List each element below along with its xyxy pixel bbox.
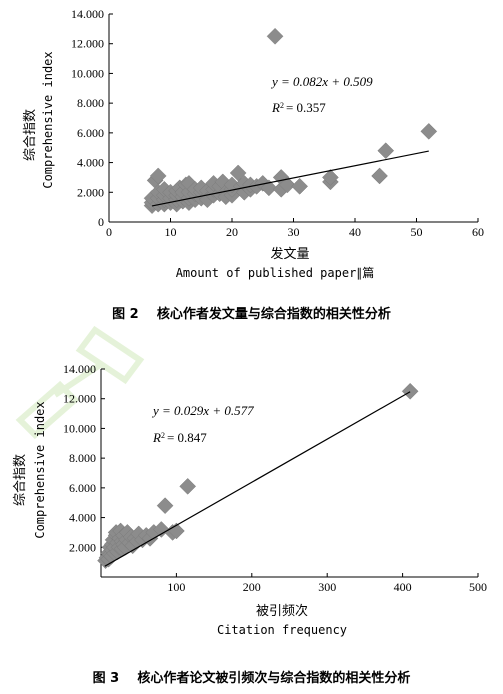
chart1-xlabel-cn: 发文量 bbox=[270, 246, 309, 262]
chart1-ytick-label: 10.000 bbox=[71, 66, 104, 80]
chart2-xtick-label: 200 bbox=[243, 580, 261, 594]
chart1-xtick-label: 0 bbox=[106, 225, 112, 239]
chart2-ytick-label: 12.000 bbox=[63, 392, 96, 406]
chart2-ylabel-en: Comprehensive index bbox=[33, 401, 47, 538]
chart2-ytick-label: 4.000 bbox=[69, 511, 96, 525]
chart2-caption-text: 核心作者论文被引频次与综合指数的相关性分析 bbox=[137, 671, 411, 686]
chart1-xtick-label: 50 bbox=[411, 225, 423, 239]
chart2-data-point bbox=[401, 382, 419, 400]
chart1-xtick-label: 20 bbox=[226, 225, 238, 239]
chart2-ytick-label: 8.000 bbox=[69, 451, 96, 465]
chart1-caption: 图 2 核心作者发文量与综合指数的相关性分析 bbox=[0, 303, 503, 322]
chart1-ytick-label: 0 bbox=[98, 215, 104, 229]
chart1-ylabel-cn: 综合指数 bbox=[23, 109, 38, 161]
chart2-ytick-label: 14.000 bbox=[63, 362, 96, 376]
chart2-xtick-label: 300 bbox=[318, 580, 336, 594]
chart2-xlabel-cn: 被引频次 bbox=[256, 603, 308, 619]
chart1-xlabel-en: Amount of published paper∥篇 bbox=[176, 265, 375, 280]
chart1-data-point bbox=[229, 164, 247, 182]
chart2-ytick-label: 6.000 bbox=[69, 481, 96, 495]
chart2-xtick-label: 500 bbox=[469, 580, 487, 594]
chart1-data-point bbox=[291, 177, 309, 195]
chart-publications-vs-index: 0 2.000 4.000 6.000 8.000 10.000 12.000 14.000 0… bbox=[71, 7, 484, 239]
chart2-caption-number: 图 3 bbox=[92, 671, 120, 686]
chart2-ylabel-cn: 综合指数 bbox=[13, 454, 28, 506]
chart2-data-point bbox=[156, 497, 174, 515]
chart1-ytick-label: 2.000 bbox=[77, 185, 104, 199]
chart1-data-point bbox=[371, 167, 388, 185]
chart1-ytick-label: 14.000 bbox=[71, 7, 104, 21]
chart1-ytick-label: 6.000 bbox=[77, 126, 104, 140]
chart1-xtick-label: 30 bbox=[288, 225, 300, 239]
chart1-r2: R2 = 0.357 bbox=[271, 100, 326, 115]
chart2-r2: R2 = 0.847 bbox=[152, 430, 207, 445]
chart1-data-point bbox=[420, 123, 438, 140]
chart1-caption-number: 图 2 bbox=[112, 307, 139, 322]
chart1-data-point bbox=[266, 27, 284, 45]
chart1-xtick-label: 60 bbox=[472, 225, 484, 239]
chart1-caption-text: 核心作者发文量与综合指数的相关性分析 bbox=[156, 307, 391, 322]
chart1-ylabel-en: Comprehensive index bbox=[41, 51, 55, 188]
chart1-ytick-label: 4.000 bbox=[77, 156, 104, 170]
chart2-xlabel-en: Citation frequency bbox=[217, 623, 347, 637]
chart1-xtick-label: 10 bbox=[165, 225, 177, 239]
chart1-ytick-label: 12.000 bbox=[71, 37, 104, 51]
chart2-xtick-label: 100 bbox=[167, 580, 185, 594]
chart2-equation: y = 0.029x + 0.577 bbox=[151, 403, 254, 418]
chart-citations-vs-index: 2.000 4.000 6.000 8.000 10.000 12.000 14.000 10… bbox=[63, 362, 487, 594]
chart2-xtick-label: 400 bbox=[394, 580, 412, 594]
chart2-data-point bbox=[179, 478, 197, 495]
chart1-data-point bbox=[278, 176, 296, 194]
chart2-ytick-label: 2.000 bbox=[69, 540, 96, 554]
chart1-xtick-label: 40 bbox=[349, 225, 361, 239]
watermark-logo bbox=[15, 325, 145, 440]
chart2-trendline bbox=[104, 391, 411, 567]
chart1-ytick-label: 8.000 bbox=[77, 96, 104, 110]
chart1-data-point bbox=[377, 142, 395, 160]
chart1-data-point bbox=[322, 169, 339, 186]
chart2-ytick-label: 10.000 bbox=[63, 421, 96, 435]
chart2-caption: 图 3 核心作者论文被引频次与综合指数的相关性分析 bbox=[0, 667, 503, 686]
chart1-equation: y = 0.082x + 0.509 bbox=[270, 74, 373, 89]
chart1-trendline bbox=[151, 150, 429, 207]
